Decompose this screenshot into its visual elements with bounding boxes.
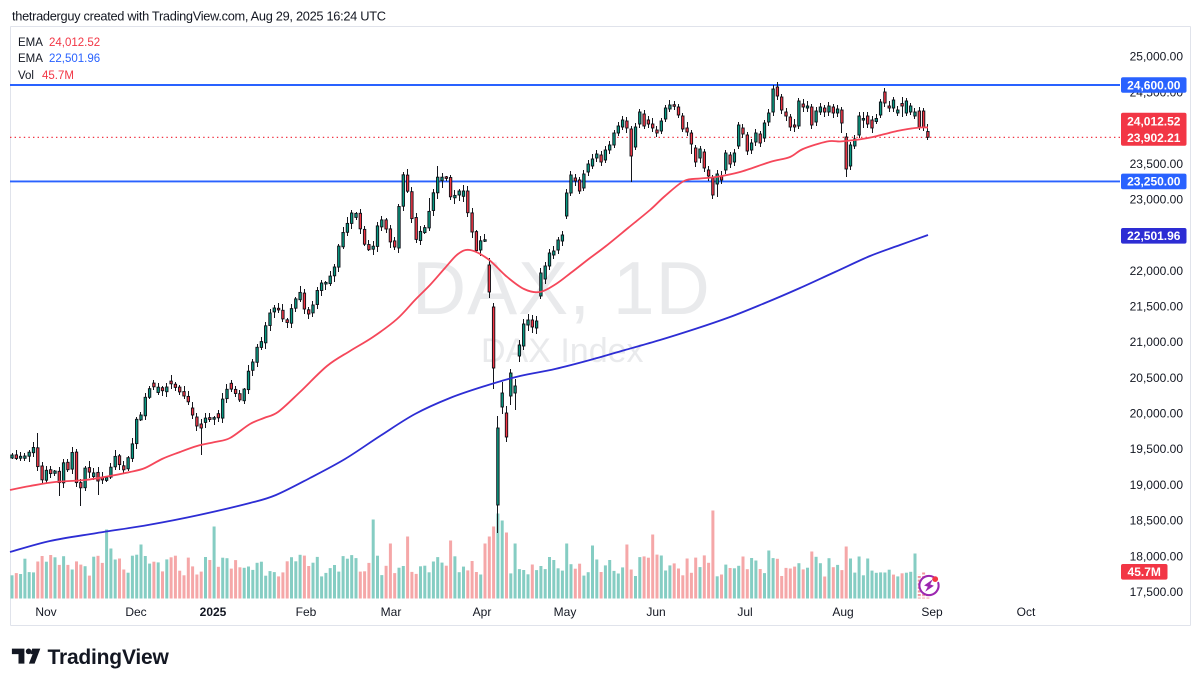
svg-text:Vol: Vol xyxy=(18,70,34,82)
svg-text:May: May xyxy=(554,605,577,619)
svg-text:Mar: Mar xyxy=(381,605,402,619)
svg-text:20,000.00: 20,000.00 xyxy=(1130,407,1184,421)
svg-text:Jul: Jul xyxy=(737,605,752,619)
svg-text:DAX, 1D: DAX, 1D xyxy=(412,246,711,330)
svg-text:DAX Index: DAX Index xyxy=(481,332,644,370)
svg-text:22,501.96: 22,501.96 xyxy=(49,53,100,65)
svg-text:TradingView: TradingView xyxy=(48,646,170,669)
svg-text:45.7M: 45.7M xyxy=(42,70,74,82)
svg-text:22,501.96: 22,501.96 xyxy=(1127,229,1181,243)
svg-text:17,500.00: 17,500.00 xyxy=(1130,585,1184,599)
svg-text:Sep: Sep xyxy=(921,605,943,619)
svg-text:2025: 2025 xyxy=(200,605,227,619)
svg-text:45.7M: 45.7M xyxy=(1128,565,1161,579)
svg-text:Oct: Oct xyxy=(1017,605,1036,619)
svg-text:23,000.00: 23,000.00 xyxy=(1130,192,1184,206)
svg-text:Aug: Aug xyxy=(832,605,853,619)
svg-text:23,902.21: 23,902.21 xyxy=(1127,131,1181,145)
svg-text:22,000.00: 22,000.00 xyxy=(1130,264,1184,278)
svg-text:19,500.00: 19,500.00 xyxy=(1130,442,1184,456)
svg-text:23,250.00: 23,250.00 xyxy=(1127,175,1181,189)
svg-text:thetraderguy created with Trad: thetraderguy created with TradingView.co… xyxy=(12,9,386,24)
svg-text:24,600.00: 24,600.00 xyxy=(1127,78,1181,92)
svg-text:Jun: Jun xyxy=(646,605,665,619)
svg-text:Feb: Feb xyxy=(296,605,317,619)
svg-text:Dec: Dec xyxy=(125,605,146,619)
svg-text:Nov: Nov xyxy=(35,605,56,619)
svg-text:24,012.52: 24,012.52 xyxy=(1127,114,1181,128)
svg-text:18,000.00: 18,000.00 xyxy=(1130,549,1184,563)
svg-text:21,000.00: 21,000.00 xyxy=(1130,335,1184,349)
svg-text:20,500.00: 20,500.00 xyxy=(1130,371,1184,385)
svg-text:19,000.00: 19,000.00 xyxy=(1130,478,1184,492)
svg-text:24,012.52: 24,012.52 xyxy=(49,37,100,49)
svg-text:EMA: EMA xyxy=(18,37,43,49)
svg-text:18,500.00: 18,500.00 xyxy=(1130,514,1184,528)
svg-text:25,000.00: 25,000.00 xyxy=(1130,50,1184,64)
svg-text:23,500.00: 23,500.00 xyxy=(1130,157,1184,171)
svg-text:Apr: Apr xyxy=(473,605,492,619)
svg-text:21,500.00: 21,500.00 xyxy=(1130,300,1184,314)
svg-text:EMA: EMA xyxy=(18,53,43,65)
